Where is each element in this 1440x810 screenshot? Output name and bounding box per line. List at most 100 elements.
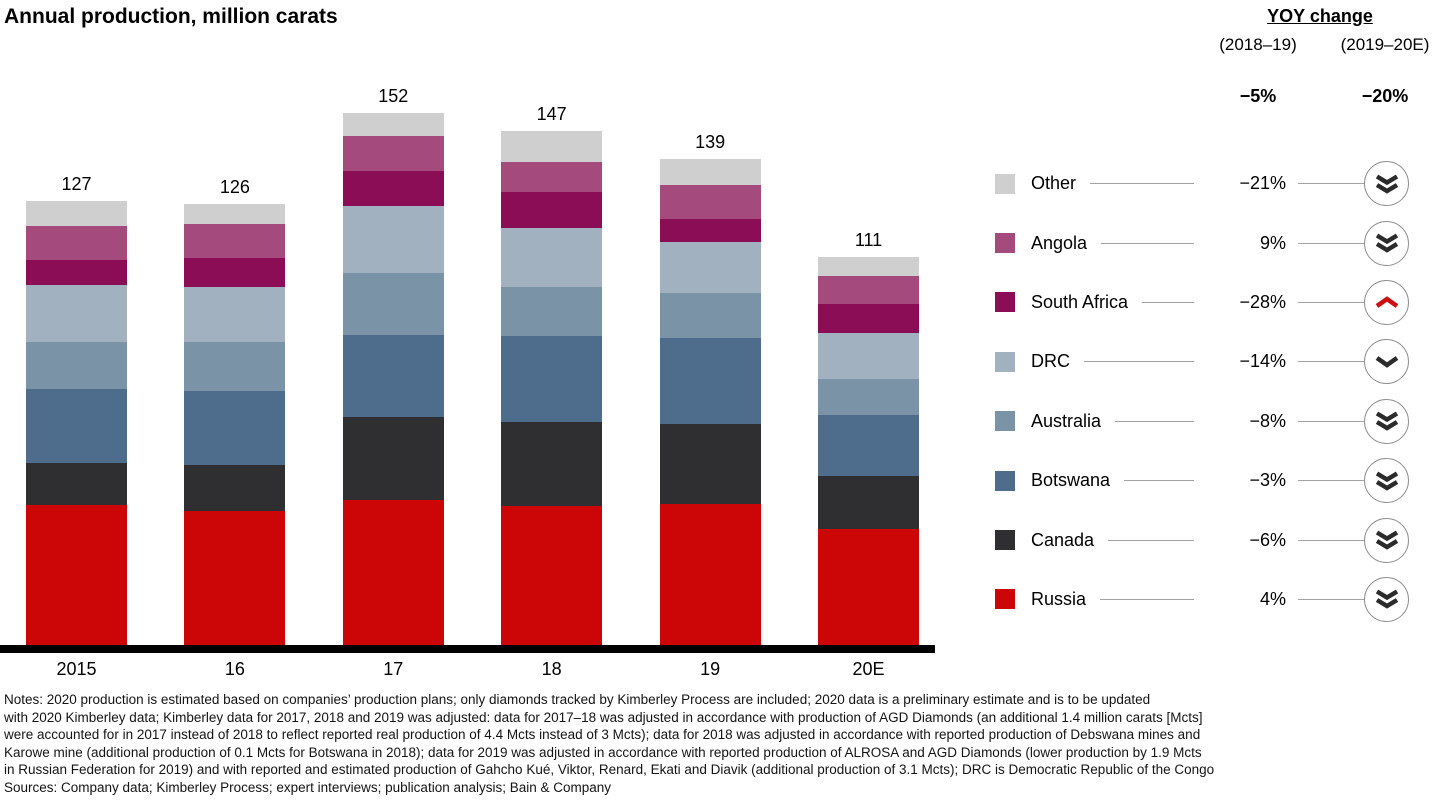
x-axis-label: 2015 (56, 659, 97, 679)
bar-segment-south-africa (659, 219, 761, 243)
legend-label: Russia (1031, 588, 1087, 609)
legend-swatch (995, 173, 1015, 194)
bar-segment-canada (818, 475, 919, 529)
legend-row-angola: Angola 9% (985, 213, 1440, 272)
bar-total-label: 127 (61, 173, 92, 194)
bar-total-label: 147 (536, 103, 567, 124)
legend-yoy-value: −6% (1249, 529, 1286, 550)
bar-segment-drc (184, 286, 286, 343)
legend-swatch (995, 411, 1015, 432)
connector-line (1298, 480, 1364, 482)
bar-segment-australia (26, 341, 127, 390)
yoy-change-header: YOY change (1267, 6, 1373, 26)
legend-label: South Africa (1031, 291, 1129, 312)
legend-label: DRC (1031, 351, 1070, 372)
legend-label: Other (1031, 173, 1077, 194)
bar-segment-botswana (501, 335, 603, 422)
bar-segment-other (659, 158, 761, 186)
bar-segment-botswana (659, 338, 761, 424)
legend-yoy-value: −14% (1239, 351, 1286, 372)
stacked-bar-19 (659, 158, 761, 646)
x-axis-label: 17 (383, 659, 404, 679)
bar-segment-south-africa (26, 259, 127, 286)
stacked-bar-17 (342, 113, 444, 645)
double-chevron-down-icon (1375, 411, 1398, 431)
bar-segment-botswana (342, 335, 444, 418)
chart-title: Annual production, million carats (4, 5, 338, 28)
bar-segment-canada (659, 423, 761, 504)
double-chevron-down-icon (1375, 530, 1398, 550)
notes-and-sources: Notes: 2020 production is estimated base… (4, 691, 1438, 797)
stacked-bar-18 (501, 130, 603, 646)
legend-row-drc: DRC −14% (985, 332, 1440, 391)
chevron-up-icon (1375, 296, 1398, 309)
legend-row-russia: Russia 4% (985, 570, 1440, 629)
bar-segment-other (501, 130, 603, 162)
double-chevron-down-icon (1375, 233, 1398, 253)
yoy-direction-badge (1364, 576, 1409, 622)
bar-segment-other (342, 113, 444, 137)
bar-segment-botswana (26, 389, 127, 464)
connector-line (1298, 242, 1364, 244)
notes-line: with 2020 Kimberley data; Kimberley data… (4, 709, 1203, 725)
notes-line: Karowe mine (additional production of 0.… (4, 744, 1202, 760)
yoy-direction-badge (1364, 279, 1409, 325)
connector-line (1298, 420, 1364, 422)
legend-swatch (995, 589, 1015, 610)
legend-swatch (995, 351, 1015, 372)
yoy-total-2018-19: −5% (1239, 86, 1277, 106)
chevron-down-icon (1375, 356, 1398, 368)
bar-segment-angola (659, 185, 761, 220)
bar-segment-australia (184, 342, 286, 392)
sources-line: Sources: Company data; Kimberley Process… (4, 779, 612, 795)
yoy-direction-badge (1364, 220, 1409, 266)
bar-segment-south-africa (342, 171, 444, 207)
stacked-bar-20e (818, 256, 919, 646)
x-axis-label: 18 (541, 659, 562, 679)
bar-segment-russia (342, 499, 444, 645)
bar-segment-russia (659, 503, 761, 645)
legend-swatch (995, 292, 1015, 313)
legend-label: Botswana (1031, 470, 1111, 491)
connector-line (1115, 420, 1194, 422)
connector-line (1298, 539, 1364, 541)
bar-segment-australia (342, 272, 444, 336)
bar-segment-russia (818, 528, 919, 645)
legend-row-south-africa: South Africa −28% (985, 273, 1440, 332)
x-axis-label: 16 (224, 659, 245, 679)
yoy-legend-panel: YOY change (2018–19) (2019–20E) −5% −20%… (985, 0, 1440, 660)
yoy-column-2019-20e: (2019–20E) (1340, 35, 1430, 54)
bar-segment-russia (501, 505, 603, 645)
bar-segment-drc (26, 285, 127, 342)
bar-segment-canada (184, 465, 286, 511)
legend-swatch (995, 233, 1015, 254)
legend-swatch (995, 470, 1015, 491)
bar-total-label: 126 (219, 177, 250, 197)
double-chevron-down-icon (1375, 174, 1398, 194)
connector-line (1298, 301, 1364, 303)
bar-segment-south-africa (184, 257, 286, 287)
x-axis-label: 19 (700, 659, 721, 679)
bar-segment-australia (501, 287, 603, 336)
bar-segment-botswana (818, 415, 919, 476)
notes-line: Notes: 2020 production is estimated base… (4, 692, 1151, 707)
bar-segment-drc (818, 333, 919, 379)
yoy-direction-badge (1364, 161, 1409, 207)
stacked-bar-2015 (26, 200, 127, 646)
bar-segment-other (184, 204, 286, 224)
x-axis-label: 20E (852, 659, 885, 679)
legend-row-canada: Canada −6% (985, 510, 1440, 569)
double-chevron-down-icon (1375, 589, 1398, 610)
bar-segment-botswana (184, 391, 286, 466)
notes-line: in Russian Federation for 2019) and with… (4, 762, 1215, 778)
bar-segment-angola (501, 162, 603, 193)
stacked-bar-16 (184, 204, 286, 645)
legend-yoy-value: −3% (1249, 470, 1286, 491)
x-axis-line (0, 645, 935, 653)
bar-segment-australia (659, 293, 761, 339)
yoy-column-2018-19: (2018–19) (1219, 35, 1297, 54)
bar-segment-canada (26, 463, 127, 505)
connector-line (1108, 539, 1194, 541)
bar-segment-south-africa (501, 192, 603, 228)
legend-row-botswana: Botswana −3% (985, 451, 1440, 510)
